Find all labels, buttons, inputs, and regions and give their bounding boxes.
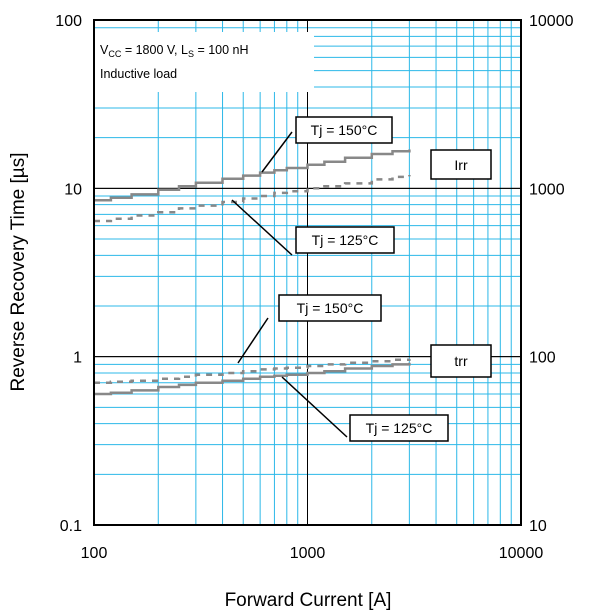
svg-text:Tj = 150°C: Tj = 150°C bbox=[297, 300, 364, 316]
series-line-irr-0 bbox=[94, 149, 411, 202]
plot-frame bbox=[93, 19, 522, 526]
series-layer bbox=[94, 149, 411, 396]
series-line-trr-3 bbox=[94, 362, 411, 396]
y-tick-labels: 0.1 1 10 100 bbox=[55, 13, 82, 535]
svg-text:Tj = 125°C: Tj = 125°C bbox=[312, 232, 379, 248]
conditions-box bbox=[94, 32, 314, 92]
leader-trr-150 bbox=[237, 317, 269, 364]
leader-irr-125 bbox=[231, 199, 293, 256]
conditions-line2: Inductive load bbox=[100, 67, 177, 81]
x-axis-title: Forward Current [A] bbox=[225, 590, 392, 611]
svg-text:Tj = 150°C: Tj = 150°C bbox=[311, 122, 378, 138]
svg-text:Irr: Irr bbox=[454, 157, 468, 173]
annotation-trr-150: Tj = 150°C bbox=[278, 294, 382, 322]
conditions-line1: VCC = 1800 V, LS = 100 nH bbox=[100, 43, 249, 59]
y-axis-title: Reverse Recovery Time [µs] bbox=[8, 152, 29, 391]
x-tick-label: 1000 bbox=[290, 545, 326, 562]
label-trr: trr bbox=[430, 344, 492, 378]
x-tick-labels: 100 1000 10000 bbox=[81, 545, 544, 562]
svg-text:Tj = 125°C: Tj = 125°C bbox=[366, 420, 433, 436]
label-irr: Irr bbox=[430, 149, 492, 180]
annotation-trr-125: Tj = 125°C bbox=[349, 414, 449, 442]
annotation-irr-150: Tj = 150°C bbox=[295, 116, 393, 144]
series-line-trr-2 bbox=[94, 358, 411, 384]
svg-text:trr: trr bbox=[454, 353, 468, 369]
y2-tick-labels: 10 100 1000 10000 bbox=[529, 13, 574, 535]
y2-tick-label: 10 bbox=[529, 518, 547, 535]
annotation-irr-125: Tj = 125°C bbox=[295, 226, 395, 254]
y2-tick-label: 10000 bbox=[529, 13, 574, 30]
x-tick-label: 10000 bbox=[499, 545, 544, 562]
y2-tick-label: 1000 bbox=[529, 181, 565, 198]
y2-tick-label: 100 bbox=[529, 350, 556, 367]
leader-trr-125 bbox=[281, 376, 348, 438]
y-tick-label: 1 bbox=[73, 350, 82, 367]
x-tick-label: 100 bbox=[81, 545, 108, 562]
leader-irr-150 bbox=[261, 131, 293, 173]
y-tick-label: 100 bbox=[55, 13, 82, 30]
y-tick-label: 10 bbox=[64, 181, 82, 198]
y-tick-label: 0.1 bbox=[60, 518, 82, 535]
